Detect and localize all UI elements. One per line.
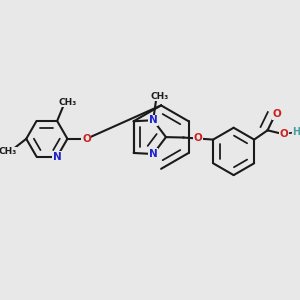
Text: N: N: [53, 152, 62, 162]
Text: CH₃: CH₃: [58, 98, 76, 106]
Text: N: N: [149, 149, 158, 159]
Text: O: O: [82, 134, 91, 144]
Text: CH₃: CH₃: [150, 92, 168, 101]
Text: O: O: [280, 129, 289, 139]
Text: H: H: [292, 128, 300, 137]
Text: N: N: [149, 115, 158, 125]
Text: CH₃: CH₃: [150, 92, 168, 101]
Text: CH₃: CH₃: [0, 147, 17, 156]
Text: O: O: [273, 109, 281, 119]
Text: O: O: [193, 133, 202, 143]
